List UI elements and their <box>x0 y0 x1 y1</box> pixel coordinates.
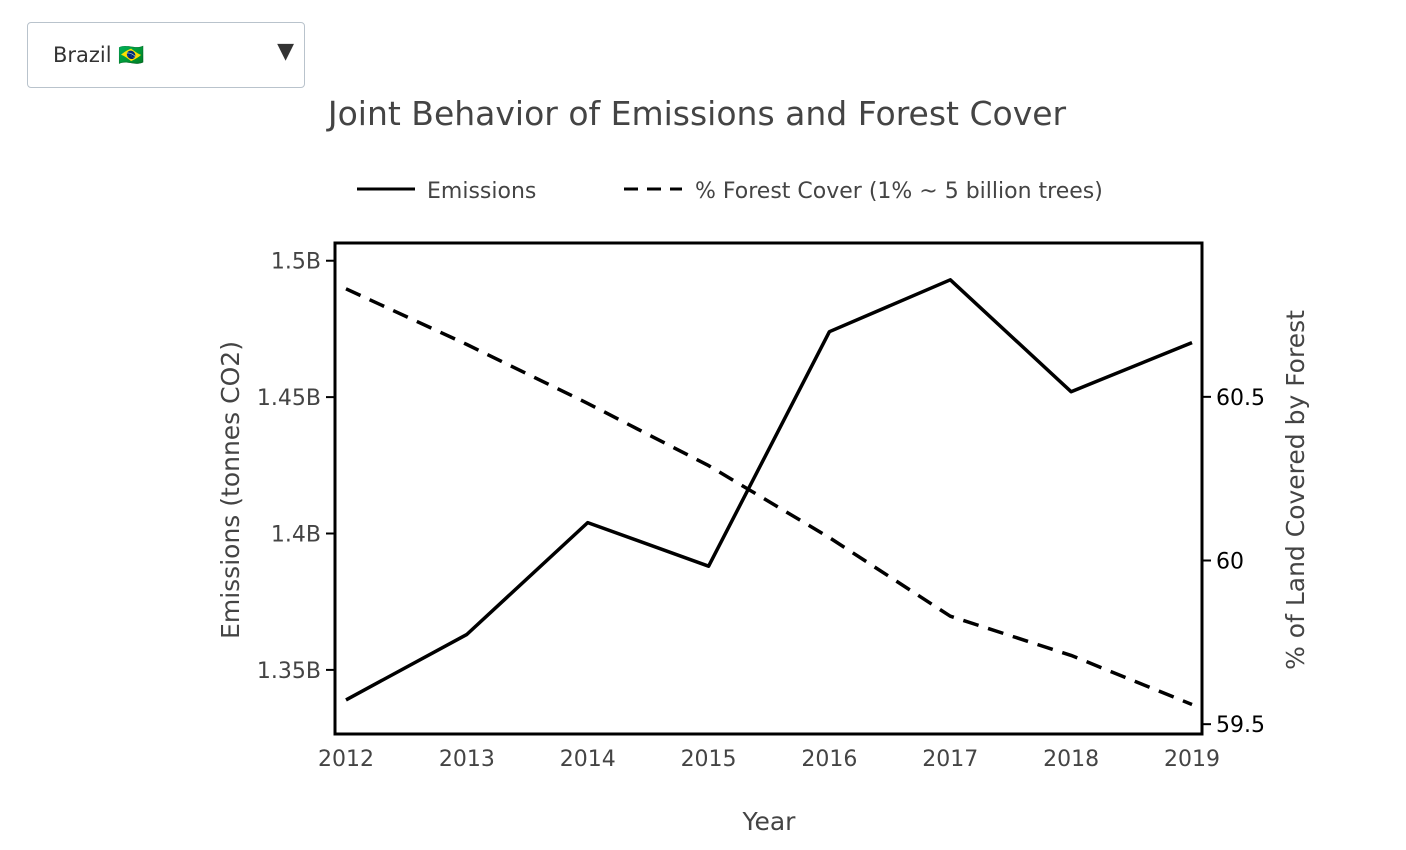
y-tick-label: 1.5B <box>271 250 321 275</box>
y2-tick-label: 59.5 <box>1216 713 1265 738</box>
y2-axis-label: % of Land Covered by Forest <box>1281 310 1310 670</box>
plot-area-frame <box>333 241 1204 736</box>
x-tick-label: 2019 <box>1164 747 1220 772</box>
legend-label-emissions: Emissions <box>427 179 536 204</box>
y-tick-label: 1.35B <box>257 659 321 684</box>
dropdown-selected-value: Brazil 🇧🇷 <box>53 43 145 67</box>
x-tick-label: 2014 <box>560 747 616 772</box>
x-tick-label: 2018 <box>1043 747 1099 772</box>
y-tick-label: 1.45B <box>257 386 321 411</box>
triangle-down-icon[interactable]: ▼ <box>277 39 294 64</box>
y2-tick-label: 60.5 <box>1216 386 1265 411</box>
legend-label-forest-cover: % Forest Cover (1% ~ 5 billion trees) <box>695 179 1103 204</box>
x-tick-label: 2016 <box>801 747 857 772</box>
y-axis-label: Emissions (tonnes CO2) <box>216 341 245 639</box>
y-tick-label: 1.4B <box>271 523 321 548</box>
y-axis-ticks: 1.35B 1.4B 1.45B 1.5B <box>257 250 335 684</box>
x-tick-label: 2012 <box>318 747 374 772</box>
series-lines <box>345 278 1193 707</box>
x-axis-ticks: 2012 2013 2014 2015 2016 2017 2018 2019 <box>318 747 1220 772</box>
y2-tick-label: 60 <box>1216 550 1244 575</box>
y2-axis-ticks: 59.5 60 60.5 <box>1202 386 1265 738</box>
chart-title: Joint Behavior of Emissions and Forest C… <box>326 94 1067 133</box>
country-dropdown[interactable]: Brazil 🇧🇷 ▼ <box>27 22 305 88</box>
x-tick-label: 2015 <box>681 747 737 772</box>
series-line-forest-cover <box>345 287 1193 707</box>
x-tick-label: 2013 <box>439 747 495 772</box>
x-tick-label: 2017 <box>922 747 978 772</box>
x-axis-label: Year <box>742 807 797 836</box>
legend: Emissions % Forest Cover (1% ~ 5 billion… <box>357 179 1103 204</box>
series-line-emissions <box>345 278 1193 702</box>
